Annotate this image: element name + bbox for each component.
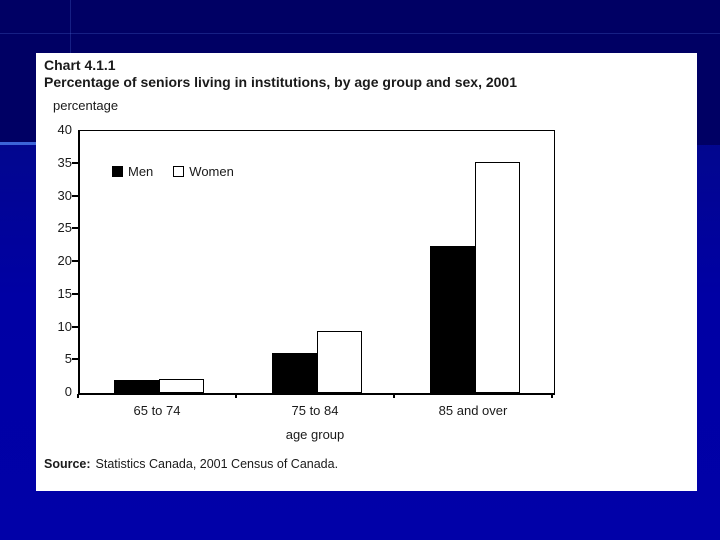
legend-item-women: Women: [173, 164, 234, 179]
y-tick-mark-10: [72, 325, 78, 328]
y-tick-mark-35: [72, 161, 78, 164]
x-axis-title: age group: [285, 427, 345, 442]
x-category-label-0: 65 to 74: [133, 403, 181, 418]
bar-women-65-to-74: [159, 379, 204, 393]
x-tick-mark-2: [393, 394, 395, 398]
bar-men-85-and-over: [430, 246, 475, 393]
bar-men-65-to-74: [114, 380, 159, 393]
background-texture-vline: [70, 0, 71, 53]
x-tick-mark-3: [551, 394, 553, 398]
y-tick-label-25: 25: [57, 220, 72, 236]
legend: Men Women: [112, 164, 248, 179]
y-tick-mark-15: [72, 292, 78, 295]
source-line: Source: Statistics Canada, 2001 Census of…: [44, 457, 338, 471]
y-axis-unit-label: percentage: [53, 98, 119, 113]
legend-swatch-women: [173, 166, 185, 177]
bar-men-75-to-84: [272, 353, 317, 393]
y-tick-mark-20: [72, 260, 78, 262]
legend-label-men: Men: [128, 164, 154, 179]
source-label: Source:: [44, 457, 91, 471]
y-tick-label-40: 40: [57, 122, 72, 137]
legend-item-men: Men: [112, 164, 153, 179]
source-text: Statistics Canada, 2001 Census of Canada…: [95, 457, 339, 471]
chart-title: Percentage of seniors living in institut…: [44, 74, 518, 90]
y-tick-mark-25: [72, 227, 78, 230]
chart-panel: Chart 4.1.1 Percentage of seniors living…: [36, 53, 697, 491]
legend-swatch-men: [112, 166, 123, 177]
x-tick-mark-1: [235, 394, 237, 398]
x-category-label-2: 85 and over: [438, 403, 508, 418]
y-tick-label-15: 15: [57, 285, 72, 301]
accent-line: [0, 142, 36, 145]
y-tick-mark-30: [72, 194, 78, 197]
chart-number-title: Chart 4.1.1: [44, 57, 116, 73]
y-tick-label-5: 5: [64, 351, 72, 367]
plot-area: Men Women: [78, 130, 555, 395]
bar-women-75-to-84: [317, 331, 362, 393]
bar-women-85-and-over: [475, 162, 520, 393]
y-tick-mark-5: [72, 358, 78, 361]
y-tick-label-0: 0: [64, 384, 72, 399]
legend-label-women: Women: [189, 164, 234, 179]
x-tick-mark-0: [77, 394, 79, 398]
y-tick-label-20: 20: [57, 253, 72, 268]
background-texture-hline: [0, 33, 720, 34]
y-tick-label-30: 30: [57, 187, 72, 203]
x-category-label-1: 75 to 84: [291, 403, 339, 418]
y-tick-label-35: 35: [57, 154, 72, 170]
y-tick-label-10: 10: [57, 318, 72, 334]
